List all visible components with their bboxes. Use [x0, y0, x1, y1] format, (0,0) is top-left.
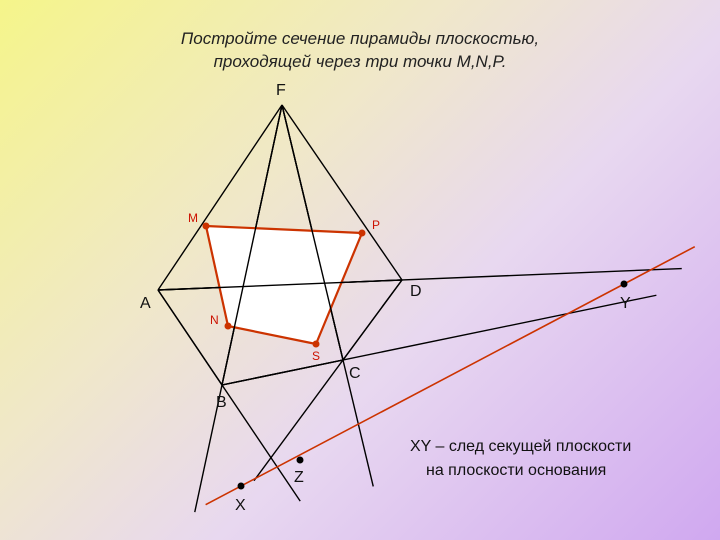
point-Z	[297, 457, 304, 464]
label-F: F	[276, 82, 286, 99]
edge-over-BC	[222, 360, 343, 385]
label-N: N	[210, 313, 219, 327]
label-X: X	[235, 497, 246, 514]
label-Y: Y	[620, 295, 631, 312]
point-X	[238, 483, 245, 490]
point-S	[313, 341, 320, 348]
point-M	[203, 223, 210, 230]
label-C: C	[349, 365, 361, 382]
point-N	[225, 323, 232, 330]
geometry-canvas: A B C D F X Z Y M P N S	[0, 0, 720, 540]
trace-caption-1: XY – след секущей плоскости	[410, 438, 631, 456]
label-S: S	[312, 349, 320, 363]
label-M: M	[188, 211, 198, 225]
point-P	[359, 230, 366, 237]
label-D: D	[410, 283, 422, 300]
label-Z: Z	[294, 469, 304, 486]
trace-caption-2: на плоскости основания	[426, 462, 606, 480]
label-B: B	[216, 394, 227, 411]
point-Y	[621, 281, 628, 288]
label-A: A	[140, 295, 151, 312]
label-P: P	[372, 218, 380, 232]
